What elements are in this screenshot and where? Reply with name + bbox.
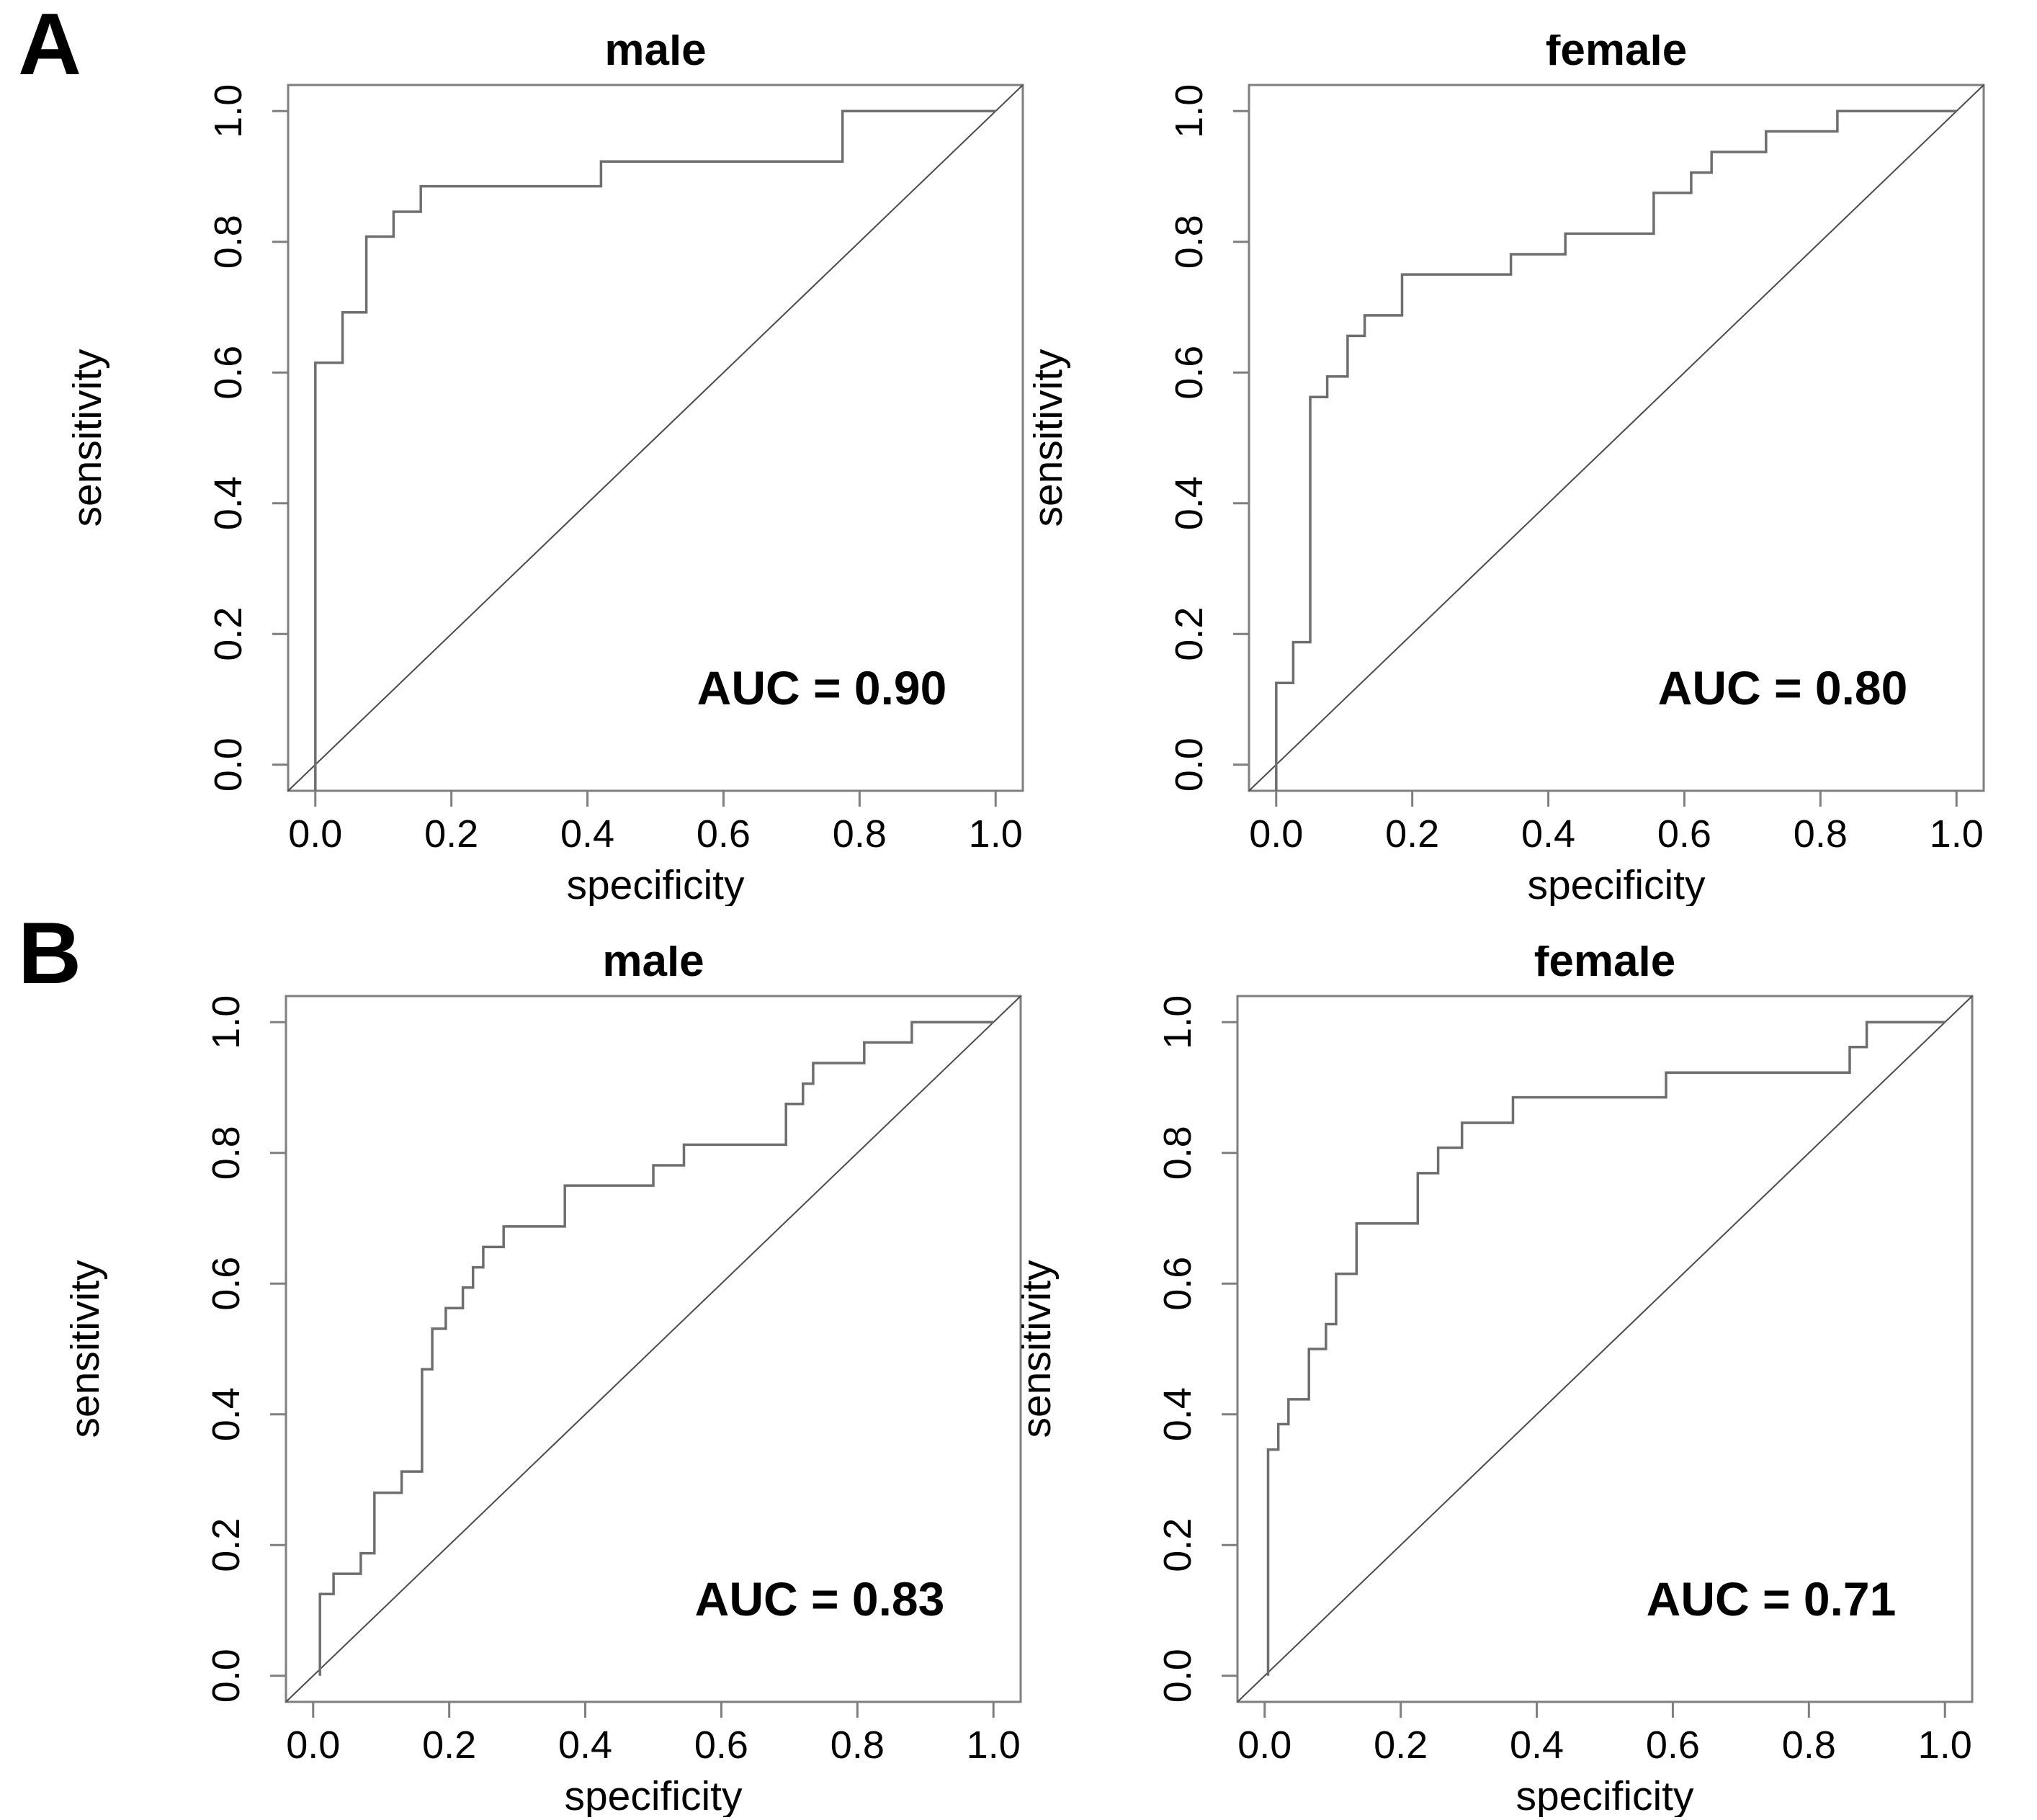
- auc-value-label: AUC = 0.71: [1647, 1572, 1897, 1626]
- x-tick-label: 0.0: [1249, 812, 1303, 856]
- roc-chart-a-female: female 0.0 0.2 0.4 0.6 0.8 1.0 0.0 0.2 0.4 0.6 0.8…: [1025, 25, 2013, 910]
- y-axis-title: sensitivity: [70, 1260, 108, 1438]
- y-tick-label: 0.0: [1168, 738, 1211, 792]
- y-tick-label: 0.2: [205, 1518, 248, 1572]
- diagonal-reference-line: [1248, 84, 1984, 792]
- y-tick-label: 0.8: [205, 1126, 248, 1180]
- roc-curve: [1275, 109, 1957, 791]
- y-tick-label: 0.4: [205, 1387, 248, 1441]
- chart-title: female: [1546, 35, 1687, 75]
- chart-title: female: [1534, 946, 1675, 986]
- auc-value-label: AUC = 0.83: [695, 1572, 945, 1626]
- plot-area: 0.0 0.2 0.4 0.6 0.8 1.0 0.0 0.2 0.4 0.6 0.8 1.0: [205, 995, 1022, 1767]
- plot-box: [285, 995, 1022, 1703]
- x-tick-label: 0.6: [694, 1723, 748, 1767]
- y-axis-title: sensitivity: [1021, 1260, 1060, 1438]
- roc-svg-a-female: female 0.0 0.2 0.4 0.6 0.8 1.0 0.0 0.2 0.4 0.6 0.8…: [1025, 25, 1985, 908]
- x-axis-title: specificity: [1527, 862, 1706, 906]
- y-tick-label: 0.8: [1156, 1126, 1199, 1180]
- x-tick-label: 0.4: [1510, 1723, 1564, 1767]
- x-tick-label: 1.0: [1930, 812, 1984, 856]
- plot-box: [1248, 84, 1985, 792]
- x-tick-label: 0.4: [560, 812, 614, 856]
- plot-box: [1236, 995, 1974, 1703]
- x-axis-title: specificity: [1516, 1773, 1694, 1817]
- x-tick-label: 0.2: [1374, 1723, 1428, 1767]
- panel-label-a: A: [18, 0, 82, 93]
- plot-area: 0.0 0.2 0.4 0.6 0.8 1.0 0.0 0.2 0.4 0.6 0.8 1.0: [1168, 84, 1985, 856]
- roc-curve: [314, 109, 996, 791]
- x-axis-title: specificity: [566, 862, 745, 906]
- roc-curve: [1266, 1021, 1946, 1676]
- y-tick-label: 0.0: [207, 738, 250, 792]
- y-tick-label: 0.2: [207, 607, 250, 661]
- y-tick-label: 0.4: [1168, 476, 1211, 530]
- x-tick-label: 0.0: [286, 1723, 340, 1767]
- plot-area: 0.0 0.2 0.4 0.6 0.8 1.0 0.0 0.2 0.4 0.6 0.8 1.0: [207, 84, 1024, 856]
- roc-svg-b-male: male 0.0 0.2 0.4 0.6 0.8 1.0 0.0 0.2 0.4 0.6 0.8 1.…: [62, 936, 1022, 1819]
- auc-value-label: AUC = 0.90: [697, 661, 947, 714]
- x-tick-label: 1.0: [967, 1723, 1021, 1767]
- x-tick-label: 0.6: [697, 812, 751, 856]
- x-tick-label: 0.8: [1782, 1723, 1836, 1767]
- x-tick-label: 1.0: [1918, 1723, 1972, 1767]
- y-tick-label: 1.0: [205, 995, 248, 1049]
- y-tick-label: 0.6: [207, 346, 250, 400]
- x-axis-title: specificity: [564, 1773, 743, 1817]
- chart-title: male: [602, 946, 704, 986]
- roc-svg-b-female: female 0.0 0.2 0.4 0.6 0.8 1.0 0.0 0.2 0.4 0.6 0.8…: [1013, 936, 1974, 1819]
- x-tick-label: 0.4: [558, 1723, 612, 1767]
- x-tick-label: 1.0: [969, 812, 1023, 856]
- y-tick-label: 0.0: [1156, 1649, 1199, 1703]
- x-tick-label: 0.2: [1385, 812, 1439, 856]
- y-tick-label: 1.0: [207, 84, 250, 138]
- y-tick-label: 0.2: [1168, 607, 1211, 661]
- x-tick-label: 0.6: [1657, 812, 1711, 856]
- roc-curve: [318, 1021, 994, 1676]
- x-tick-label: 0.0: [288, 812, 342, 856]
- plot-box: [287, 84, 1024, 792]
- y-tick-label: 0.2: [1156, 1518, 1199, 1572]
- y-axis-title: sensitivity: [72, 349, 110, 527]
- roc-chart-a-male: male 0.0 0.2 0.4 0.6 0.8 1.0 0.0 0.2 0.4 0.6 0.8 1.…: [64, 25, 1052, 910]
- x-tick-label: 0.8: [831, 1723, 885, 1767]
- diagonal-reference-line: [1237, 995, 1973, 1703]
- roc-svg-a-male: male 0.0 0.2 0.4 0.6 0.8 1.0 0.0 0.2 0.4 0.6 0.8 1.…: [64, 25, 1024, 908]
- y-tick-label: 0.6: [1168, 346, 1211, 400]
- x-tick-label: 0.2: [422, 1723, 476, 1767]
- chart-title: male: [604, 35, 706, 75]
- x-tick-label: 0.8: [1794, 812, 1848, 856]
- y-tick-label: 1.0: [1168, 84, 1211, 138]
- x-tick-label: 0.4: [1521, 812, 1575, 856]
- x-tick-label: 0.2: [424, 812, 478, 856]
- roc-chart-b-male: male 0.0 0.2 0.4 0.6 0.8 1.0 0.0 0.2 0.4 0.6 0.8 1.…: [62, 936, 1049, 1820]
- x-tick-label: 0.6: [1646, 1723, 1700, 1767]
- y-tick-label: 0.0: [205, 1649, 248, 1703]
- auc-value-label: AUC = 0.80: [1658, 661, 1908, 714]
- x-tick-label: 0.0: [1237, 1723, 1291, 1767]
- y-tick-label: 0.6: [1156, 1257, 1199, 1311]
- panel-label-b: B: [18, 904, 82, 1002]
- y-tick-label: 0.8: [207, 215, 250, 269]
- roc-chart-b-female: female 0.0 0.2 0.4 0.6 0.8 1.0 0.0 0.2 0.4 0.6 0.8…: [1013, 936, 2001, 1820]
- y-tick-label: 0.4: [207, 476, 250, 530]
- y-tick-label: 0.8: [1168, 215, 1211, 269]
- diagonal-reference-line: [285, 995, 1021, 1703]
- y-tick-label: 1.0: [1156, 995, 1199, 1049]
- diagonal-reference-line: [287, 84, 1024, 792]
- y-axis-title: sensitivity: [1033, 349, 1071, 527]
- plot-area: 0.0 0.2 0.4 0.6 0.8 1.0 0.0 0.2 0.4 0.6 0.8 1.0: [1156, 995, 1974, 1767]
- x-tick-label: 0.8: [833, 812, 887, 856]
- y-tick-label: 0.4: [1156, 1387, 1199, 1441]
- y-tick-label: 0.6: [205, 1257, 248, 1311]
